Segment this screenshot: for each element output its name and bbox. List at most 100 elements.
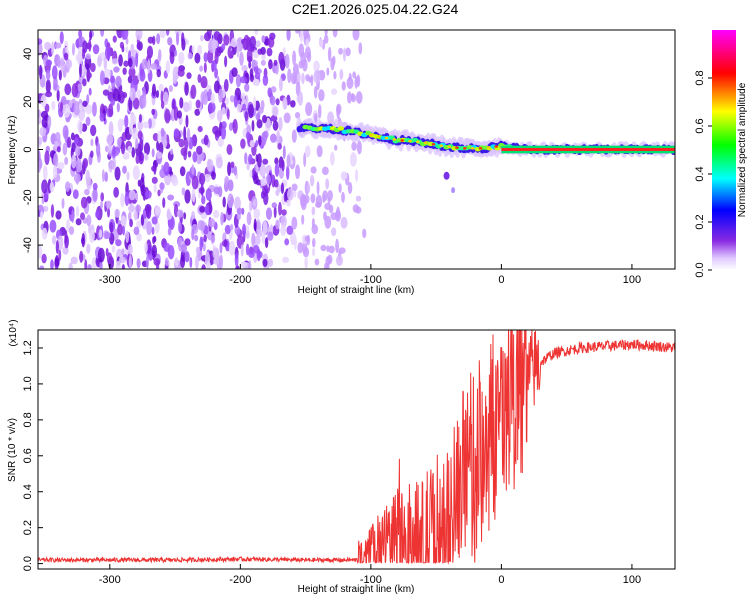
heatmap-cell: [184, 189, 191, 204]
heatmap-cell: [147, 59, 151, 74]
heatmap-cell: [270, 114, 278, 122]
heatmap-cell: [254, 30, 259, 36]
heatmap-cell: [164, 173, 172, 186]
heatmap-cell: [143, 142, 151, 156]
spectrogram-y-tick-label: 20: [22, 96, 34, 108]
heatmap-cell: [187, 150, 192, 158]
heatmap-cell: [253, 235, 261, 246]
spectrogram-x-tick-label: -200: [229, 274, 251, 286]
heatmap-cell: [60, 101, 63, 113]
heatmap-cell: [61, 198, 65, 209]
heatmap-cell: [352, 71, 357, 79]
heatmap-cell: [75, 176, 80, 185]
heatmap-cell: [85, 53, 91, 60]
heatmap-cell: [216, 110, 223, 122]
heatmap-cell: [150, 63, 158, 70]
heatmap-cell: [79, 250, 84, 263]
heatmap-cell: [181, 187, 186, 196]
heatmap-cell: [295, 30, 300, 34]
heatmap-cell: [153, 183, 157, 193]
heatmap-cell: [213, 257, 220, 265]
heatmap-cell: [245, 230, 250, 239]
heatmap-cell: [160, 100, 165, 110]
heatmap-cell: [316, 145, 323, 158]
heatmap-cell: [135, 138, 139, 150]
heatmap-cell: [356, 140, 362, 155]
heatmap-cell: [191, 187, 196, 203]
heatmap-cell: [182, 101, 190, 113]
heatmap-cell: [245, 243, 250, 256]
heatmap-cell: [189, 257, 193, 269]
heatmap-cell: [274, 162, 280, 177]
heatmap-cell: [157, 189, 161, 197]
heatmap-cell: [157, 130, 162, 144]
heatmap-cell: [320, 244, 327, 252]
heatmap-cell: [102, 89, 110, 96]
heatmap-cell: [265, 207, 273, 220]
heatmap-cell: [111, 245, 116, 253]
heatmap-cell: [242, 39, 249, 51]
heatmap-cell: [294, 111, 301, 119]
heatmap-cell: [260, 190, 265, 199]
heatmap-cell: [67, 136, 72, 149]
heatmap-cell: [261, 114, 268, 124]
heatmap-cell: [79, 110, 85, 122]
heatmap-cell: [294, 235, 297, 251]
heatmap-cell: [136, 42, 141, 50]
heatmap-cell: [349, 152, 357, 167]
heatmap-cell: [245, 131, 251, 141]
heatmap-cell: [71, 42, 75, 56]
heatmap-cell: [339, 69, 344, 80]
heatmap-cell: [162, 139, 168, 148]
heatmap-cell: [253, 174, 259, 185]
heatmap-cell: [106, 252, 113, 265]
heatmap-cell: [64, 230, 68, 244]
heatmap-cell: [97, 55, 102, 67]
heatmap-cell: [220, 126, 227, 140]
heatmap-cell: [431, 142, 436, 146]
heatmap-cell: [203, 62, 207, 73]
heatmap-cell: [223, 238, 228, 248]
heatmap-cell: [128, 121, 133, 135]
heatmap-cell: [45, 69, 51, 81]
heatmap-cell: [104, 231, 111, 240]
heatmap-cell: [201, 264, 206, 269]
heatmap-cell: [256, 153, 262, 168]
heatmap-cell: [156, 260, 160, 269]
heatmap-cell: [337, 126, 345, 131]
heatmap-cell: [400, 139, 404, 142]
heatmap-cell: [224, 224, 231, 235]
heatmap-cell: [316, 181, 320, 195]
heatmap-cell: [282, 47, 286, 56]
heatmap-cell: [60, 95, 67, 106]
heatmap-cell: [197, 73, 202, 83]
chart-title: C2E1.2026.025.04.22.G24: [292, 1, 459, 17]
heatmap-cell: [135, 192, 139, 201]
heatmap-cell: [278, 201, 282, 216]
heatmap-cell: [369, 133, 373, 137]
heatmap-cell: [329, 151, 335, 166]
heatmap-cell: [275, 189, 280, 197]
heatmap-cell: [291, 183, 298, 191]
heatmap-cell: [181, 243, 187, 253]
heatmap-cell: [152, 35, 156, 46]
heatmap-cell: [164, 108, 171, 124]
heatmap-cell: [304, 235, 310, 242]
heatmap-cell: [178, 51, 185, 65]
heatmap-cell: [153, 235, 157, 243]
heatmap-cell: [267, 87, 272, 98]
heatmap-cell: [38, 245, 43, 259]
heatmap-cell: [173, 128, 180, 138]
heatmap-cell: [86, 243, 91, 254]
heatmap-cell: [135, 52, 139, 68]
heatmap-cell: [199, 206, 206, 213]
heatmap-cell: [139, 138, 144, 153]
snr-y-tick-label: 1.2: [22, 340, 34, 355]
heatmap-cell: [187, 52, 193, 60]
heatmap-cell: [208, 199, 212, 214]
heatmap-cell: [351, 92, 355, 100]
heatmap-cell: [258, 106, 264, 114]
heatmap-cell: [74, 137, 79, 145]
spectrogram-y-tick-label: 40: [22, 48, 34, 60]
heatmap-cell: [125, 230, 130, 244]
